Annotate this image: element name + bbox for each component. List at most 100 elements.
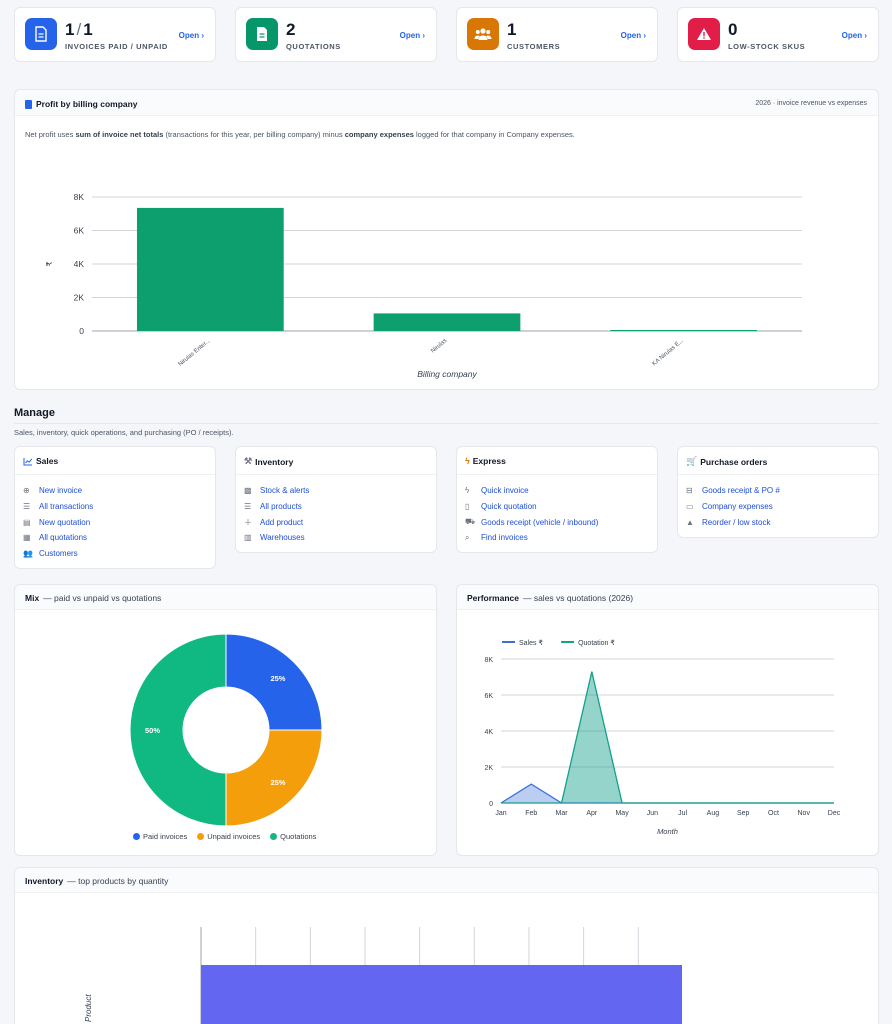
kpi-value: 0 bbox=[728, 20, 738, 39]
all-products-link[interactable]: ☰ All products bbox=[244, 502, 302, 512]
series-area bbox=[501, 671, 834, 803]
card-title: Profit by billing company bbox=[25, 99, 138, 109]
y-tick-label: 8K bbox=[484, 657, 493, 664]
legend-item: Paid invoices bbox=[133, 832, 187, 841]
stock-alerts-link[interactable]: ▩ Stock & alerts bbox=[244, 486, 310, 496]
card-title: Inventory — top products by quantity bbox=[25, 876, 169, 886]
manage-card-inventory: ⚒ Inventory ▩ Stock & alerts ☰ All product… bbox=[235, 446, 437, 553]
x-tick-label: May bbox=[615, 810, 629, 817]
legend-swatch bbox=[270, 833, 278, 840]
open-link[interactable]: Open › bbox=[178, 31, 204, 40]
x-tick-label: Jan bbox=[495, 810, 506, 817]
warehouses-link[interactable]: ▥ Warehouses bbox=[244, 533, 305, 543]
all-transactions-link[interactable]: ☰ All transactions bbox=[23, 502, 94, 512]
x-tick-label: Jun bbox=[647, 810, 658, 817]
pie-slice bbox=[129, 633, 227, 826]
kpi-card-low-stock[interactable]: 0 LOW-STOCK SKUS Open › bbox=[677, 7, 879, 62]
profit-card: Profit by billing company 2026 · invoice… bbox=[14, 89, 879, 390]
y-tick-label: 8K bbox=[74, 192, 85, 202]
kpi-value: 2 bbox=[286, 20, 296, 39]
x-tick-label: Feb bbox=[525, 810, 537, 817]
customers-link[interactable]: 👥 Customers bbox=[23, 549, 78, 559]
kpi-card-customers[interactable]: 1 CUSTOMERS Open › bbox=[456, 7, 658, 62]
slice-label: 25% bbox=[270, 778, 285, 787]
y-tick-label: 4K bbox=[484, 729, 493, 736]
goods-receipt-link[interactable]: ⛟ Goods receipt (vehicle / inbound) bbox=[465, 517, 599, 527]
new-invoice-link[interactable]: ⊕ New invoice bbox=[23, 486, 83, 496]
warehouse-icon: ▩ bbox=[244, 486, 252, 496]
profit-range: 2026 · invoice revenue vs expenses bbox=[755, 100, 867, 107]
x-tick-label: Dec bbox=[828, 810, 841, 817]
kpi-label: QUOTATIONS bbox=[286, 42, 341, 51]
sales-links: ⊕ New invoice ☰ All transactions ▤ New quot… bbox=[23, 483, 93, 561]
kpi-card-quotations[interactable]: 2 QUOTATIONS Open › bbox=[235, 7, 437, 62]
legend-label: Sales ₹ bbox=[519, 639, 543, 647]
pie-slice bbox=[225, 633, 323, 731]
card-header: 🛒 Purchase orders bbox=[678, 447, 878, 475]
x-tick-label: Oct bbox=[768, 810, 779, 817]
company-expenses-link[interactable]: ▭ Company expenses bbox=[686, 502, 773, 512]
manage-title: Manage bbox=[14, 407, 55, 419]
y-axis-label: ₹ bbox=[45, 261, 54, 266]
series-line bbox=[501, 671, 834, 804]
x-tick-label: Nirulas bbox=[430, 338, 448, 355]
warning-icon bbox=[688, 18, 720, 50]
mix-chart: 25% 25% 50% bbox=[129, 633, 323, 826]
performance-card: Performance — sales vs quotations (2026) … bbox=[456, 584, 879, 856]
bolt-icon: ϟ bbox=[465, 486, 470, 496]
bar bbox=[373, 313, 521, 331]
open-link[interactable]: Open › bbox=[399, 31, 425, 40]
legend-item: Unpaid invoices bbox=[197, 832, 260, 841]
y-tick-label: 6K bbox=[484, 693, 493, 700]
x-tick-label: Nirulas Enter... bbox=[178, 338, 212, 368]
y-tick-label: 6K bbox=[74, 226, 85, 236]
open-link[interactable]: Open › bbox=[620, 31, 646, 40]
card-header: ⚒ Inventory bbox=[236, 447, 436, 475]
inventory-links: ▩ Stock & alerts ☰ All products ＋ Add produ… bbox=[244, 483, 309, 546]
quick-quotation-link[interactable]: ▯ Quick quotation bbox=[465, 502, 537, 512]
manage-card-sales: Sales ⊕ New invoice ☰ All transactions ▤ Ne… bbox=[14, 446, 216, 569]
x-tick-label: Jul bbox=[678, 810, 687, 817]
inventory-chart: Product bbox=[84, 927, 682, 1024]
building-icon bbox=[25, 99, 32, 109]
quotation-icon bbox=[246, 18, 278, 50]
profit-chart: 0 2K 4K 6K 8K Nirulas Enter... Nirulas KA Nirul… bbox=[45, 192, 802, 379]
plus-icon: ＋ bbox=[244, 517, 252, 527]
manage-divider bbox=[14, 423, 879, 424]
new-quotation-link[interactable]: ▤ New quotation bbox=[23, 517, 91, 527]
pie-slice bbox=[225, 729, 323, 826]
y-axis-label: Product bbox=[84, 994, 93, 1022]
card-header: Sales bbox=[15, 447, 215, 475]
building-icon: ▥ bbox=[244, 533, 252, 543]
money-icon: ▭ bbox=[686, 502, 694, 512]
find-invoices-link[interactable]: ⌕ Find invoices bbox=[465, 532, 528, 543]
x-tick-label: KA Nirulas E... bbox=[651, 338, 685, 368]
card-header: Performance — sales vs quotations (2026) bbox=[457, 585, 878, 610]
add-product-link[interactable]: ＋ Add product bbox=[244, 517, 304, 527]
card-title: 🛒 Purchase orders bbox=[686, 456, 768, 467]
kpi-value: 1/1 bbox=[65, 20, 93, 39]
inbox-icon: ⊟ bbox=[686, 486, 693, 496]
kpi-card-invoices[interactable]: 1/1 INVOICES PAID / UNPAID Open › bbox=[14, 7, 216, 62]
warning-icon: ▲ bbox=[686, 517, 694, 527]
mix-legend: Paid invoices Unpaid invoices Quotations bbox=[133, 832, 316, 841]
goods-receipt-po-link[interactable]: ⊟ Goods receipt & PO # bbox=[686, 486, 780, 496]
open-link[interactable]: Open › bbox=[841, 31, 867, 40]
document-icon: ▤ bbox=[23, 517, 31, 527]
inventory-chart-card: Inventory — top products by quantity Prod… bbox=[14, 867, 879, 1024]
chart-line-icon bbox=[23, 457, 33, 465]
list-icon: ☰ bbox=[244, 502, 252, 512]
table-icon: ▦ bbox=[23, 533, 31, 543]
cart-icon: 🛒 bbox=[686, 456, 698, 466]
users-icon: 👥 bbox=[23, 549, 33, 559]
reorder-link[interactable]: ▲ Reorder / low stock bbox=[686, 517, 771, 527]
boxes-icon: ⚒ bbox=[244, 456, 253, 466]
kpi-label: LOW-STOCK SKUS bbox=[728, 42, 806, 51]
mix-card: Mix — paid vs unpaid vs quotations 25% 25%… bbox=[14, 584, 437, 856]
x-tick-label: Aug bbox=[707, 810, 720, 817]
quick-invoice-link[interactable]: ϟ Quick invoice bbox=[465, 486, 529, 496]
series-area bbox=[501, 784, 834, 803]
x-axis-label: Month bbox=[657, 827, 678, 836]
legend-item: Quotations bbox=[270, 832, 316, 841]
all-quotations-link[interactable]: ▦ All quotations bbox=[23, 533, 88, 543]
